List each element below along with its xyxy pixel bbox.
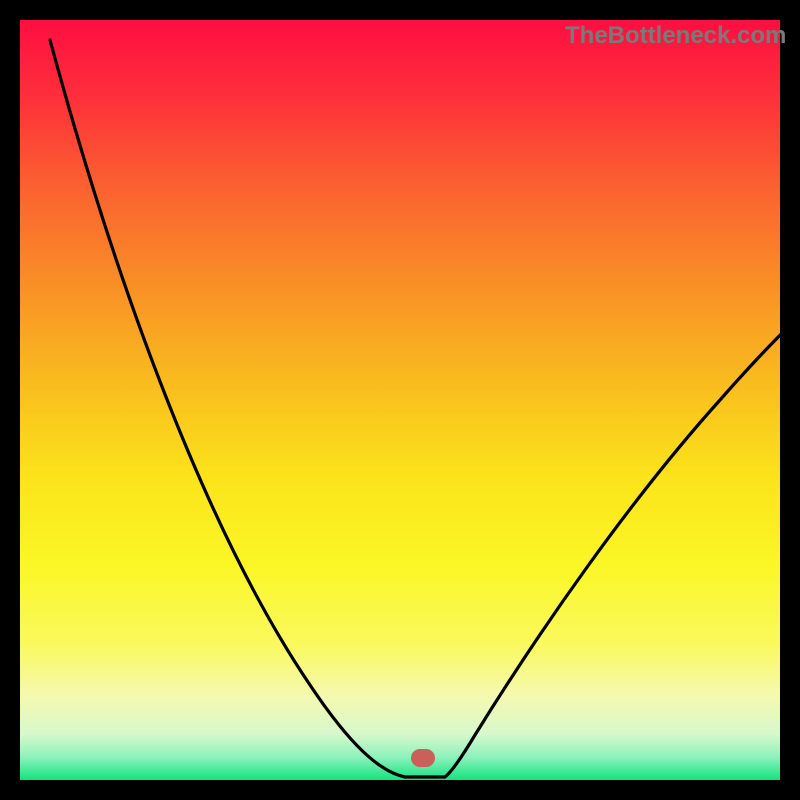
chart-container: TheBottleneck.com bbox=[0, 0, 800, 800]
plot-area bbox=[20, 20, 780, 780]
bottleneck-curve bbox=[20, 20, 780, 780]
optimum-marker bbox=[411, 749, 435, 767]
watermark-text: TheBottleneck.com bbox=[565, 22, 786, 50]
curve-path bbox=[50, 40, 780, 777]
